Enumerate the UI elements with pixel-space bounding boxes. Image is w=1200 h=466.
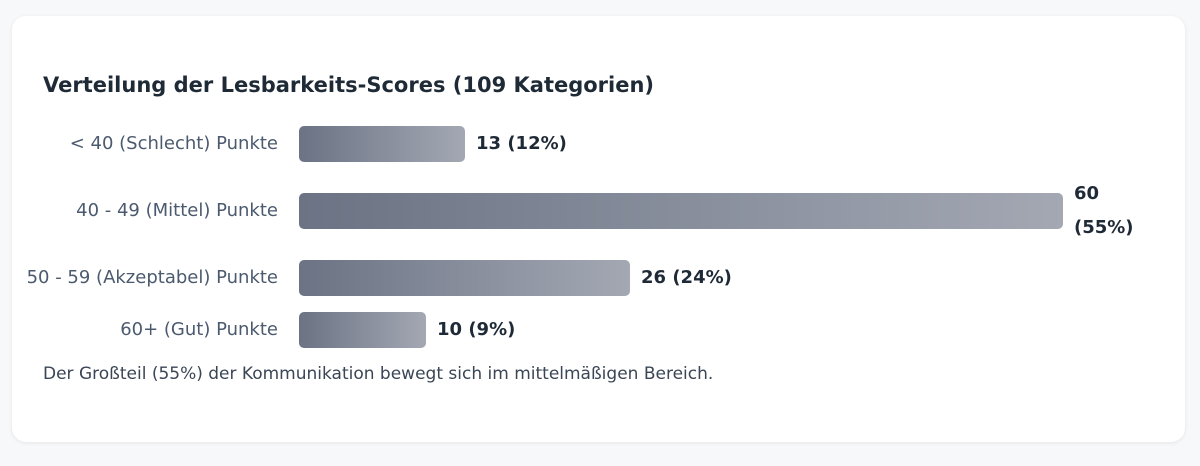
category-label: 50 - 59 (Akzeptabel) Punkte xyxy=(26,267,278,288)
category-label: 40 - 49 (Mittel) Punkte xyxy=(76,200,278,221)
value-label: 26 (24%) xyxy=(641,267,732,288)
summary-note: Der Großteil (55%) der Kommunikation bew… xyxy=(43,364,714,384)
category-label: 60+ (Gut) Punkte xyxy=(120,319,278,340)
bar xyxy=(299,126,465,162)
category-label: < 40 (Schlecht) Punkte xyxy=(69,133,278,154)
bar xyxy=(299,312,426,348)
bar xyxy=(299,193,1063,229)
value-label: 60 (55%) xyxy=(1074,183,1134,238)
value-label: 10 (9%) xyxy=(437,319,516,340)
chart-title: Verteilung der Lesbarkeits-Scores (109 K… xyxy=(43,73,655,97)
value-label: 13 (12%) xyxy=(476,133,567,154)
bar xyxy=(299,260,630,296)
chart-card xyxy=(12,16,1185,442)
